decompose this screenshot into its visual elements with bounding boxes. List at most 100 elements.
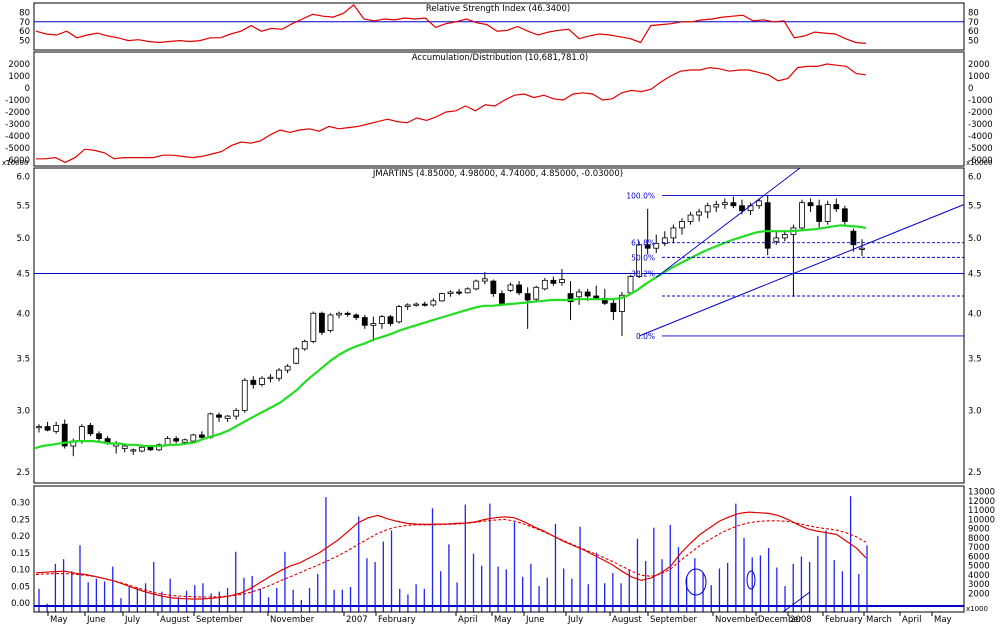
rsi-ytick-right: 70 (968, 18, 979, 28)
volume-ytick-right: 9000 (968, 525, 990, 535)
ad-ytick-right: -2000 (968, 108, 993, 118)
candle-body (679, 221, 685, 229)
candle-body (284, 365, 291, 371)
candle-body (670, 227, 677, 239)
candle-body (481, 278, 488, 282)
candle-body (559, 279, 565, 284)
volume-panel: 0.00 0.05 0.10 0.15 0.20 0.25 0.30 200030004000… (11, 485, 995, 613)
rsi-ytick-left: 70 (19, 18, 30, 28)
candle-body (344, 312, 351, 315)
ad-ytick-right: -6000 (968, 156, 993, 166)
ad-title: Accumulation/Distribution (10,681,781.0) (412, 53, 588, 63)
candle-body (44, 426, 51, 431)
rsi-ytick-right: 60 (968, 27, 979, 37)
x-axis-label: February (378, 615, 416, 624)
candle-body (430, 300, 437, 306)
candle-body (473, 280, 480, 290)
candle-body (130, 449, 137, 452)
candle-body (516, 284, 522, 294)
candle-body (216, 414, 222, 418)
volume-ytick-left: 0.00 (11, 599, 30, 609)
price-ytick-left: 3.0 (16, 406, 30, 416)
candle-body (764, 202, 771, 249)
candle-body (507, 284, 514, 291)
x-axis-label: September (196, 615, 243, 624)
candle-body (756, 200, 763, 207)
fibonacci-label: 0.0% (636, 332, 655, 341)
x-axis-label: November (270, 615, 315, 624)
volume-ytick-left: 0.20 (11, 532, 30, 542)
candle-body (464, 288, 471, 294)
ad-ytick-right: -5000 (968, 144, 993, 154)
candle-body (96, 433, 102, 440)
x-axis-label: February (825, 615, 863, 624)
candle-body (61, 423, 68, 447)
candle-body (250, 379, 257, 385)
candle-body (824, 204, 831, 222)
x-axis-label: July (567, 615, 583, 624)
candle-body (859, 247, 865, 250)
price-frame (33, 167, 965, 484)
candle-body (850, 230, 857, 246)
annotation-ellipse (746, 570, 756, 590)
annotation-line (782, 591, 811, 613)
candle-body (524, 293, 531, 301)
x-axis-label: June (525, 615, 545, 624)
candle-body (78, 426, 85, 442)
price-ytick-right: 4.5 (968, 269, 982, 279)
x-axis-label: March (866, 615, 892, 624)
volume-ytick-right: 11000 (968, 506, 995, 516)
candle-body (550, 279, 557, 284)
x-axis-label: April (458, 615, 477, 624)
candle-body (739, 205, 745, 212)
ad-ytick-left: -6000 (5, 156, 30, 166)
price-ytick-right: 5.0 (968, 234, 982, 244)
candle-body (121, 445, 128, 449)
price-ytick-right: 4.0 (968, 309, 982, 319)
candle-body (276, 369, 282, 379)
ad-ytick-right: -1000 (968, 96, 993, 106)
candle-body (301, 341, 308, 350)
volume-ytick-right: 4000 (968, 571, 990, 581)
candle-body (156, 444, 162, 451)
candle-body (319, 312, 325, 333)
candle-body (687, 214, 694, 222)
candle-body (841, 208, 848, 222)
candle-body (258, 377, 265, 385)
candle-body (138, 446, 145, 452)
candle-body (636, 244, 643, 277)
ad-ytick-right: 1000 (968, 72, 990, 82)
ad-ytick-left: -4000 (5, 132, 30, 142)
volume-ytick-right: 5000 (968, 562, 990, 572)
candle-body (293, 348, 300, 364)
candle-body (593, 295, 600, 299)
candle-body (439, 293, 445, 302)
candle-body (696, 211, 703, 216)
rsi-ytick-right: 50 (968, 37, 979, 47)
x-axis-label: 2007 (346, 615, 368, 624)
rsi-ytick-right: 80 (968, 8, 979, 18)
volume-multiplier: x1000 (966, 605, 988, 613)
ad-ytick-left: 1000 (8, 72, 30, 82)
candle-body (773, 237, 780, 242)
candle-body (36, 426, 42, 429)
candle-body (421, 303, 428, 306)
candle-body (499, 293, 505, 304)
ad-ytick-left: 2000 (8, 60, 30, 70)
fibonacci-label: 38.2% (631, 269, 655, 278)
ad-ytick-left: -1000 (5, 96, 30, 106)
price-ytick-left: 5.5 (16, 202, 30, 212)
volume-ytick-right: 2000 (968, 589, 990, 599)
candle-body (207, 413, 214, 438)
volume-ytick-left: 0.30 (11, 499, 30, 509)
rsi-panel: Relative Strength Index (46.3400) 50 5060… (19, 2, 979, 51)
candle-body (413, 303, 420, 306)
candle-body (816, 205, 823, 222)
x-axis: May June July August September November 2007 Fe… (34, 611, 964, 624)
ad-ytick-right: 2000 (968, 60, 990, 70)
candle-body (241, 379, 248, 411)
ad-multiplier-left: x10000 (2, 159, 28, 167)
candle-body (87, 425, 94, 435)
price-ytick-right: 5.5 (968, 202, 982, 212)
